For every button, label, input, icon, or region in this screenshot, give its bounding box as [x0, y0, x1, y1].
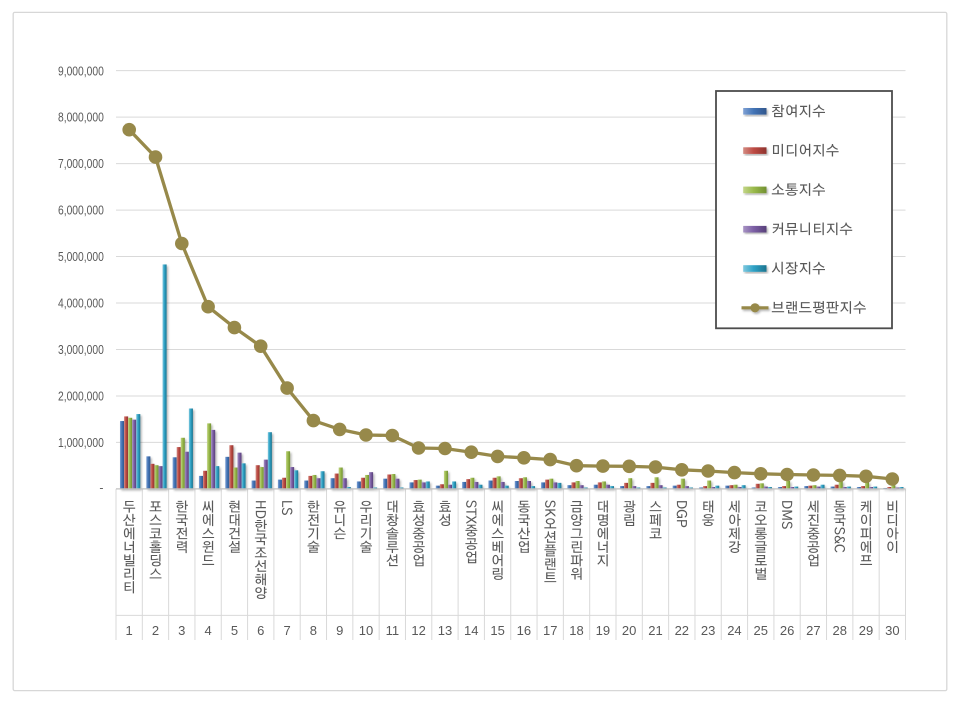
- svg-text:2,000,000: 2,000,000: [58, 390, 104, 404]
- svg-text:26: 26: [780, 623, 794, 638]
- svg-text:17: 17: [543, 623, 557, 638]
- svg-text:9,000,000: 9,000,000: [58, 64, 104, 78]
- svg-text:18: 18: [569, 623, 583, 638]
- svg-text:7: 7: [283, 623, 290, 638]
- svg-text:27: 27: [806, 623, 820, 638]
- svg-text:1,000,000: 1,000,000: [58, 436, 104, 450]
- svg-text:20: 20: [622, 623, 636, 638]
- svg-text:23: 23: [701, 623, 715, 638]
- svg-text:15: 15: [490, 623, 504, 638]
- svg-text:4,000,000: 4,000,000: [58, 297, 104, 311]
- svg-text:9: 9: [336, 623, 343, 638]
- svg-text:12: 12: [411, 623, 425, 638]
- svg-text:5: 5: [231, 623, 238, 638]
- svg-text:8: 8: [310, 623, 317, 638]
- svg-text:3: 3: [178, 623, 185, 638]
- svg-text:28: 28: [832, 623, 846, 638]
- svg-text:7,000,000: 7,000,000: [58, 157, 104, 171]
- svg-text:3,000,000: 3,000,000: [58, 343, 104, 357]
- svg-text:6,000,000: 6,000,000: [58, 204, 104, 218]
- svg-text:-: -: [99, 481, 103, 495]
- svg-text:8,000,000: 8,000,000: [58, 111, 104, 125]
- svg-text:1: 1: [126, 623, 133, 638]
- svg-text:5,000,000: 5,000,000: [58, 250, 104, 264]
- svg-text:6: 6: [257, 623, 264, 638]
- svg-text:14: 14: [464, 623, 478, 638]
- svg-text:10: 10: [359, 623, 373, 638]
- svg-text:29: 29: [859, 623, 873, 638]
- svg-text:24: 24: [727, 623, 741, 638]
- svg-text:16: 16: [517, 623, 531, 638]
- svg-text:4: 4: [204, 623, 211, 638]
- svg-text:11: 11: [386, 623, 400, 638]
- svg-text:22: 22: [675, 623, 689, 638]
- svg-text:19: 19: [596, 623, 610, 638]
- svg-text:25: 25: [754, 623, 768, 638]
- svg-text:30: 30: [885, 623, 899, 638]
- svg-text:21: 21: [648, 623, 662, 638]
- svg-text:13: 13: [438, 623, 452, 638]
- svg-text:2: 2: [152, 623, 159, 638]
